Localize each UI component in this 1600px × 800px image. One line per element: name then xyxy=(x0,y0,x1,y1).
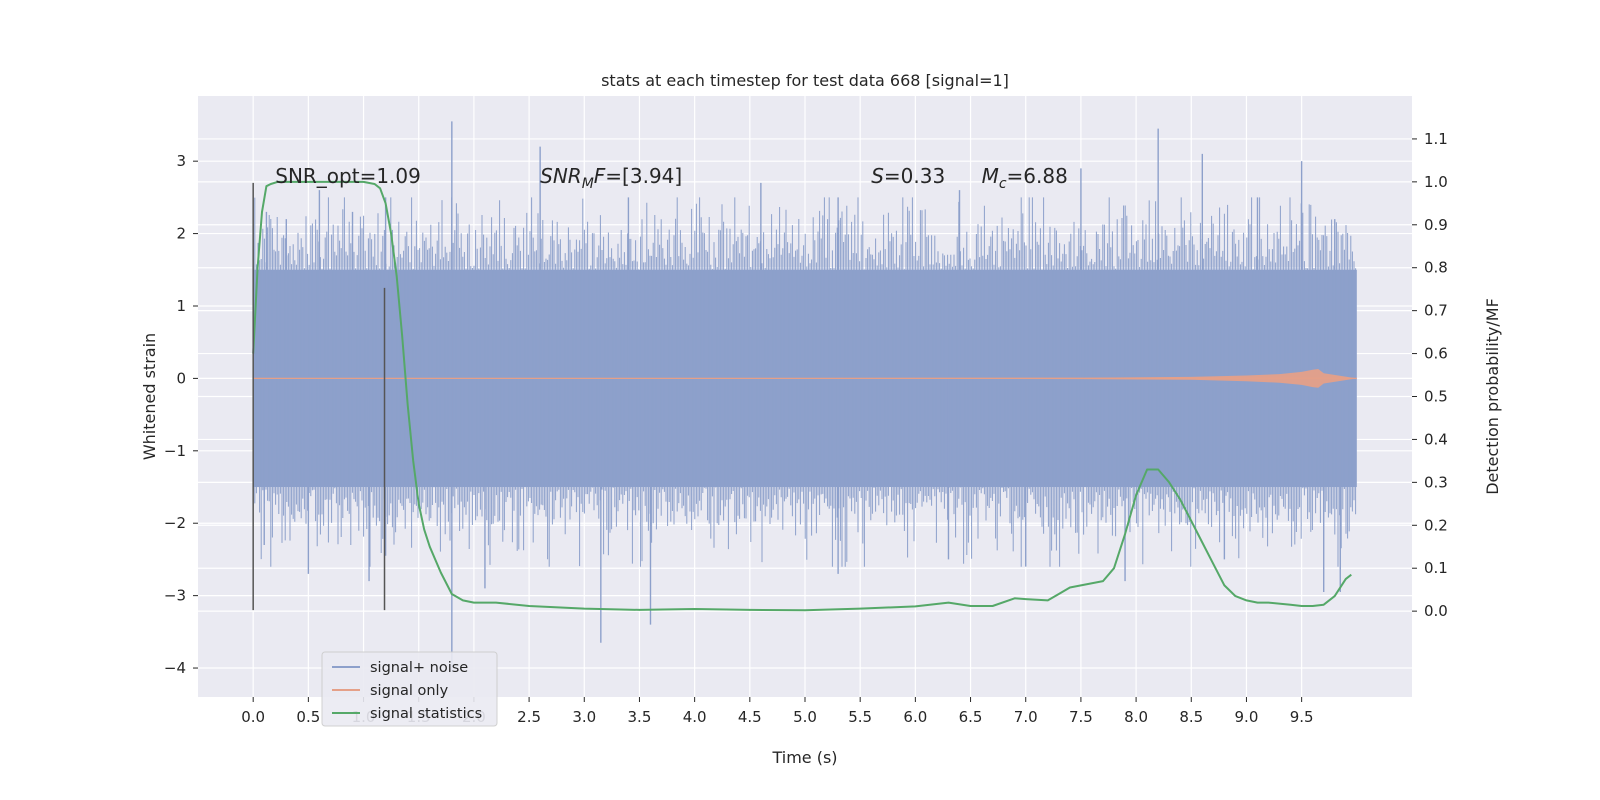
series-layer xyxy=(252,121,1357,672)
x-tick-label: 3.0 xyxy=(572,708,596,726)
series-signal-only xyxy=(253,369,1357,388)
x-tick-label: 4.5 xyxy=(738,708,762,726)
y-tick-label: −2 xyxy=(164,514,186,532)
y2-tick-label: 0.7 xyxy=(1424,302,1448,320)
annotation-s-value: S=0.33 xyxy=(871,164,945,188)
legend-label: signal statistics xyxy=(370,706,482,722)
x-tick-label: 6.5 xyxy=(959,708,983,726)
x-tick-label: 8.0 xyxy=(1124,708,1148,726)
x-tick-label: 7.5 xyxy=(1069,708,1093,726)
y2-tick-label: 0.9 xyxy=(1424,216,1448,234)
y-tick-label: 3 xyxy=(176,152,186,170)
x-tick-label: 6.0 xyxy=(903,708,927,726)
y2-axis-label: Detection probability/MF xyxy=(1483,298,1502,495)
x-tick-label: 8.5 xyxy=(1179,708,1203,726)
annotations: SNR_opt=1.09 SNRMF=[3.94] S=0.33 Mc=6.88 xyxy=(275,164,1068,192)
y-axis-label: Whitened strain xyxy=(140,333,159,460)
x-tick-label: 2.5 xyxy=(517,708,541,726)
x-tick-label: 3.5 xyxy=(628,708,652,726)
y2-tick-label: 0.0 xyxy=(1424,602,1448,620)
y2-tick-label: 0.8 xyxy=(1424,259,1448,277)
x-tick-label: 5.5 xyxy=(848,708,872,726)
y-tick-label: −3 xyxy=(164,587,186,605)
annotation-mc-value: Mc=6.88 xyxy=(982,164,1068,192)
legend-label: signal only xyxy=(370,683,449,699)
annotation-snr-mf: SNRMF=[3.94] xyxy=(540,164,682,192)
x-tick-label: 0.0 xyxy=(241,708,265,726)
y2-tick-label: 0.1 xyxy=(1424,559,1448,577)
y2-tick-label: 1.1 xyxy=(1424,130,1448,148)
y-axis-ticks: 3 2 1 0 −1 −2 −3 −4 xyxy=(164,152,198,677)
annotation-snr-opt: SNR_opt=1.09 xyxy=(275,164,421,188)
x-tick-label: 7.0 xyxy=(1014,708,1038,726)
x-tick-label: 4.0 xyxy=(683,708,707,726)
y-tick-label: 0 xyxy=(176,369,186,387)
y-tick-label: −1 xyxy=(164,442,186,460)
y2-tick-label: 0.4 xyxy=(1424,430,1448,448)
legend-label: signal+ noise xyxy=(370,660,468,676)
chart-title: stats at each timestep for test data 668… xyxy=(601,71,1009,90)
y2-tick-label: 0.3 xyxy=(1424,473,1448,491)
y-tick-label: 1 xyxy=(176,297,186,315)
x-axis-label: Time (s) xyxy=(771,748,837,767)
y2-tick-label: 1.0 xyxy=(1424,173,1448,191)
y2-tick-label: 0.2 xyxy=(1424,516,1448,534)
legend-box xyxy=(321,651,498,727)
y-tick-label: 2 xyxy=(176,225,186,243)
y2-tick-label: 0.5 xyxy=(1424,388,1448,406)
legend: signal+ noise signal only signal statistic… xyxy=(321,651,498,727)
y2-tick-label: 0.6 xyxy=(1424,345,1448,363)
x-tick-label: 0.5 xyxy=(296,708,320,726)
vertical-markers xyxy=(252,182,386,611)
y2-axis-ticks: 1.1 1.0 0.9 0.8 0.7 0.6 0.5 0.4 0.3 0.2 0.1 0.0 xyxy=(1412,130,1448,620)
x-axis-ticks: 0.00.51.01.52.02.53.03.54.04.55.05.56.06… xyxy=(241,697,1314,726)
y-tick-label: −4 xyxy=(164,659,186,677)
x-tick-label: 9.5 xyxy=(1290,708,1314,726)
x-tick-label: 5.0 xyxy=(793,708,817,726)
x-tick-label: 9.0 xyxy=(1235,708,1259,726)
series-signal-statistics xyxy=(252,180,1352,612)
